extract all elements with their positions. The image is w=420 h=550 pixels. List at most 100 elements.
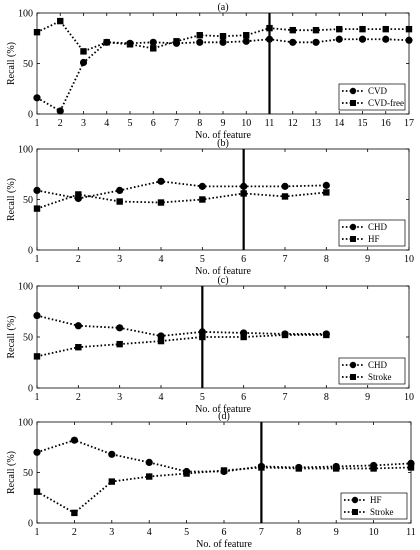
- legend-label: CHD: [368, 360, 388, 370]
- data-point-cvd: [382, 35, 390, 43]
- data-point-cvd-free: [382, 25, 389, 33]
- panel-title: (c): [217, 275, 228, 286]
- x-tick-label: 7: [283, 254, 288, 265]
- x-tick-label: 9: [365, 392, 370, 403]
- x-tick-label: 4: [147, 527, 152, 538]
- y-tick-label: 100: [18, 418, 33, 429]
- data-point-cvd-free: [103, 39, 110, 46]
- data-point-hf: [108, 450, 116, 458]
- data-point-stroke: [333, 465, 340, 472]
- data-point-stroke: [323, 331, 330, 339]
- x-tick-label: 4: [159, 254, 164, 265]
- data-point-stroke: [295, 465, 302, 472]
- series-line-chd: [36, 314, 327, 337]
- x-tick-label: 8: [296, 527, 301, 538]
- x-tick-label: 9: [365, 254, 370, 265]
- x-tick-label: 7: [283, 392, 288, 403]
- data-point-chd: [33, 186, 41, 195]
- data-point-cvd-free: [33, 28, 41, 36]
- data-point-cvd: [335, 35, 343, 43]
- data-point-cvd-free: [57, 17, 64, 25]
- data-point-stroke: [75, 344, 82, 351]
- y-tick-label: 50: [23, 468, 33, 479]
- x-tick-label: 10: [404, 392, 414, 403]
- y-tick-label: 0: [28, 384, 33, 395]
- data-point-stroke: [183, 470, 190, 477]
- series-line-cvd-free: [36, 19, 409, 53]
- x-tick-label: 8: [324, 254, 329, 265]
- data-point-stroke: [108, 478, 115, 485]
- data-point-hf: [281, 193, 289, 200]
- x-tick-label: 9: [334, 527, 339, 538]
- legend-box: [338, 219, 406, 247]
- legend-label: HF: [368, 234, 380, 244]
- data-point-chd: [116, 324, 124, 332]
- x-tick-label: 2: [76, 254, 81, 265]
- legend-label: Stroke: [370, 507, 394, 517]
- x-tick-label: 13: [311, 118, 321, 129]
- y-axis-label: Recall (%): [6, 451, 17, 494]
- y-tick-label: 100: [18, 282, 33, 293]
- y-tick-label: 100: [18, 9, 33, 20]
- panel-title: (a): [217, 2, 228, 13]
- x-tick-label: 2: [72, 527, 77, 538]
- legend-label: CVD: [368, 86, 388, 96]
- x-tick-label: 10: [404, 254, 414, 265]
- legend-label: CHD: [368, 222, 388, 232]
- y-axis-label: Recall (%): [6, 42, 17, 85]
- data-point-chd: [157, 332, 165, 340]
- data-point-stroke: [220, 467, 228, 474]
- panel-title: (b): [217, 138, 229, 149]
- x-tick-label: 5: [128, 118, 133, 129]
- x-tick-label: 15: [358, 118, 368, 129]
- data-point-stroke: [370, 465, 377, 472]
- x-tick-label: 17: [404, 118, 414, 129]
- x-tick-label: 3: [81, 118, 86, 129]
- data-point-cvd-free: [336, 25, 343, 33]
- legend-marker-square: [350, 100, 356, 106]
- data-point-cvd-free: [80, 48, 87, 55]
- data-point-cvd: [56, 107, 64, 115]
- x-tick-label: 8: [197, 118, 202, 129]
- x-tick-label: 1: [35, 527, 40, 538]
- x-tick-label: 5: [184, 527, 189, 538]
- legend-marker-circle: [349, 361, 357, 369]
- data-point-hf: [33, 205, 41, 212]
- x-tick-label: 3: [117, 392, 122, 403]
- data-point-stroke: [281, 331, 289, 339]
- x-tick-label: 6: [222, 527, 227, 538]
- data-point-stroke: [71, 509, 78, 517]
- data-point-cvd: [149, 38, 157, 46]
- data-point-hf: [70, 436, 78, 444]
- chart-panel-4: (d) 1 2 3 4 5 6 7 8 9 10 11 0 50 100 No. of feature Reca…: [6, 411, 416, 550]
- data-point-hf: [116, 198, 123, 205]
- y-axis-label: Recall (%): [6, 178, 17, 221]
- x-tick-label: 4: [104, 118, 109, 129]
- data-point-chd: [281, 182, 289, 190]
- data-point-cvd-free: [359, 25, 366, 33]
- x-tick-label: 6: [151, 118, 156, 129]
- data-point-cvd: [358, 35, 367, 43]
- y-tick-label: 100: [18, 145, 33, 156]
- data-point-hf: [145, 458, 153, 466]
- x-tick-label: 2: [58, 118, 63, 129]
- x-tick-label: 5: [200, 392, 205, 403]
- data-point-cvd-free: [312, 26, 320, 34]
- data-point-stroke: [407, 464, 415, 471]
- data-point-cvd-free: [405, 25, 413, 33]
- data-point-chd: [116, 186, 124, 195]
- series-line-chd: [36, 180, 327, 200]
- data-point-cvd: [79, 58, 88, 67]
- x-tick-label: 7: [259, 527, 264, 538]
- data-point-cvd-free: [219, 33, 227, 40]
- y-tick-label: 0: [28, 246, 33, 257]
- data-point-cvd-free: [126, 41, 134, 48]
- legend-marker-circle: [349, 87, 357, 95]
- data-point-stroke: [33, 353, 41, 360]
- x-tick-label: 1: [35, 392, 40, 403]
- data-point-cvd: [196, 38, 204, 46]
- x-tick-label: 1: [35, 118, 40, 129]
- data-point-cvd: [242, 37, 250, 45]
- data-point-stroke: [157, 337, 165, 345]
